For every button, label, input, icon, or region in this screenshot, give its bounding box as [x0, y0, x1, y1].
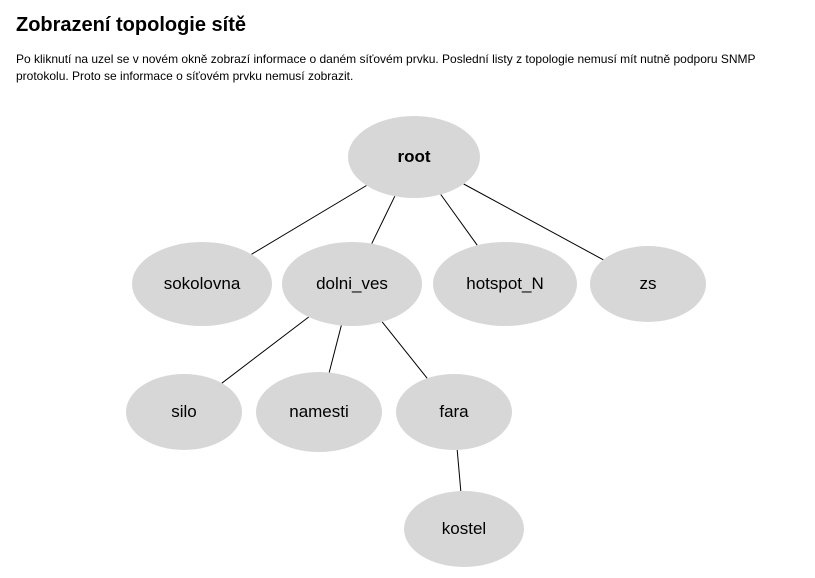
- node-label: dolni_ves: [316, 274, 388, 294]
- node-hotspot_N[interactable]: hotspot_N: [433, 242, 577, 326]
- edge-dolni_ves-silo: [222, 317, 309, 383]
- node-label: zs: [640, 274, 657, 294]
- node-kostel[interactable]: kostel: [404, 491, 524, 567]
- edge-dolni_ves-namesti: [329, 325, 341, 372]
- edge-fara-kostel: [457, 450, 461, 491]
- page-description: Po kliknutí na uzel se v novém okně zobr…: [16, 51, 799, 86]
- node-label: fara: [439, 402, 468, 422]
- node-silo[interactable]: silo: [126, 374, 242, 450]
- node-label: namesti: [289, 402, 349, 422]
- edge-root-dolni_ves: [372, 196, 395, 244]
- topology-diagram: root sokolovna dolni_ves hotspot_N zs silo nam…: [16, 94, 799, 564]
- node-zs[interactable]: zs: [590, 246, 706, 322]
- node-label: sokolovna: [164, 274, 241, 294]
- node-label: silo: [171, 402, 197, 422]
- page-title: Zobrazení topologie sítě: [16, 14, 799, 37]
- node-namesti[interactable]: namesti: [256, 372, 382, 452]
- edge-dolni_ves-fara: [382, 322, 427, 378]
- node-fara[interactable]: fara: [396, 374, 512, 450]
- node-sokolovna[interactable]: sokolovna: [132, 242, 272, 326]
- node-label: root: [397, 147, 430, 167]
- node-root[interactable]: root: [348, 116, 480, 198]
- node-label: kostel: [442, 519, 486, 539]
- edge-root-hotspot_N: [441, 194, 477, 245]
- node-label: hotspot_N: [466, 274, 544, 294]
- node-dolni_ves[interactable]: dolni_ves: [282, 242, 422, 326]
